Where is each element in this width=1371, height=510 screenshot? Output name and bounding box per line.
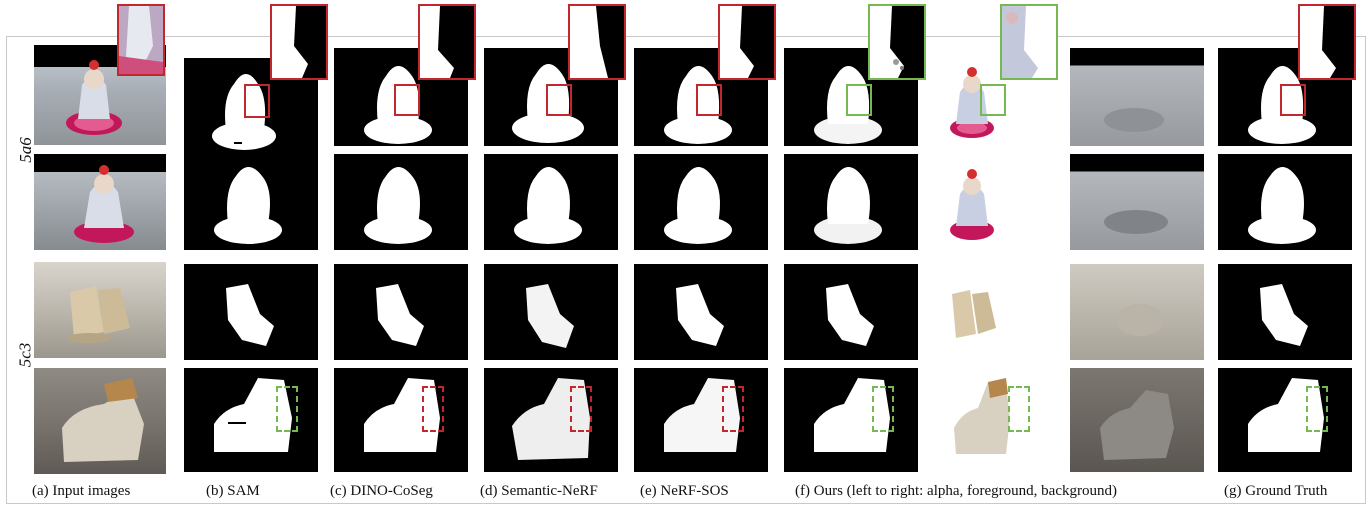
semantic-nerf-mask-5a6-view2 (484, 154, 618, 250)
semantic-nerf-zoom-inset (568, 4, 626, 80)
nerf-sos-mask-5c3-view2 (634, 368, 768, 472)
nerf-sos-mask-5a6-view2 (634, 154, 768, 250)
row-label-5a6: 5a6 (15, 137, 35, 163)
gt-dashed-box (1306, 386, 1328, 432)
figure-frame (6, 36, 1366, 504)
sam-zoom-inset (270, 4, 328, 80)
sam-mask-5c3-view1 (184, 264, 318, 360)
gt-zoom-inset (1298, 4, 1356, 80)
dino-mask-5a6-view2 (334, 154, 468, 250)
ours-foreground-zoom-inset (1000, 4, 1058, 80)
nerf-sos-mask-5c3-view1 (634, 264, 768, 360)
input-image-5c3-view2 (34, 368, 166, 474)
semantic-nerf-mask-5c3-view2 (484, 368, 618, 472)
caption-semantic-nerf: (d) Semantic-NeRF (480, 483, 598, 499)
nerf-sos-highlight-box (696, 84, 722, 116)
input-image-5a6-view2 (34, 154, 166, 250)
ours-background-5c3-view2 (1070, 368, 1204, 472)
caption-input-images: (a) Input images (32, 483, 131, 499)
caption-nerf-sos: (e) NeRF-SOS (640, 483, 729, 499)
caption-sam: (b) SAM (206, 483, 260, 499)
ours-alpha-zoom-inset (868, 4, 926, 80)
gt-mask-5a6-view2 (1218, 154, 1352, 250)
dino-zoom-inset (418, 4, 476, 80)
gt-mask-5c3-view2 (1218, 368, 1352, 472)
sam-dashed-box (276, 386, 298, 432)
ours-background-5c3-view1 (1070, 264, 1204, 360)
sam-highlight-box (244, 84, 270, 118)
dino-dashed-box (422, 386, 444, 432)
dino-mask-5c3-view2 (334, 368, 468, 472)
ours-alpha-highlight-box (846, 84, 872, 116)
nerf-sos-dashed-box (722, 386, 744, 432)
semantic-nerf-mask-5a6-view1 (484, 48, 618, 146)
caption-dino-coseg: (c) DINO-CoSeg (330, 483, 433, 499)
ours-alpha-dashed-box (872, 386, 894, 432)
ours-foreground-5c3-view1 (936, 264, 1056, 360)
dino-mask-5c3-view1 (334, 264, 468, 360)
ours-foreground-5a6-view2 (936, 154, 1056, 250)
nerf-sos-zoom-inset (718, 4, 776, 80)
ours-alpha-5c3-view2 (784, 368, 918, 472)
sam-mask-5c3-view2 (184, 368, 318, 472)
semantic-nerf-dashed-box (570, 386, 592, 432)
caption-ground-truth: (g) Ground Truth (1224, 483, 1328, 499)
semantic-nerf-mask-5c3-view1 (484, 264, 618, 360)
input-zoom-inset (117, 4, 165, 76)
ours-background-5a6-view1 (1070, 48, 1204, 146)
ours-foreground-highlight-box (980, 84, 1006, 116)
semantic-nerf-highlight-box (546, 84, 572, 116)
ours-foreground-dashed-box (1008, 386, 1030, 432)
ours-foreground-5c3-view2 (936, 368, 1056, 472)
ours-alpha-5a6-view2 (784, 154, 918, 250)
ours-alpha-5c3-view1 (784, 264, 918, 360)
dino-highlight-box (394, 84, 420, 116)
gt-highlight-box (1280, 84, 1306, 116)
caption-ours: (f) Ours (left to right: alpha, foregrou… (795, 483, 1117, 499)
input-image-5c3-view1 (34, 262, 166, 358)
row-label-5c3: 5c3 (15, 342, 35, 368)
gt-mask-5c3-view1 (1218, 264, 1352, 360)
ours-background-5a6-view2 (1070, 154, 1204, 250)
sam-mask-5a6-view2 (184, 154, 318, 250)
